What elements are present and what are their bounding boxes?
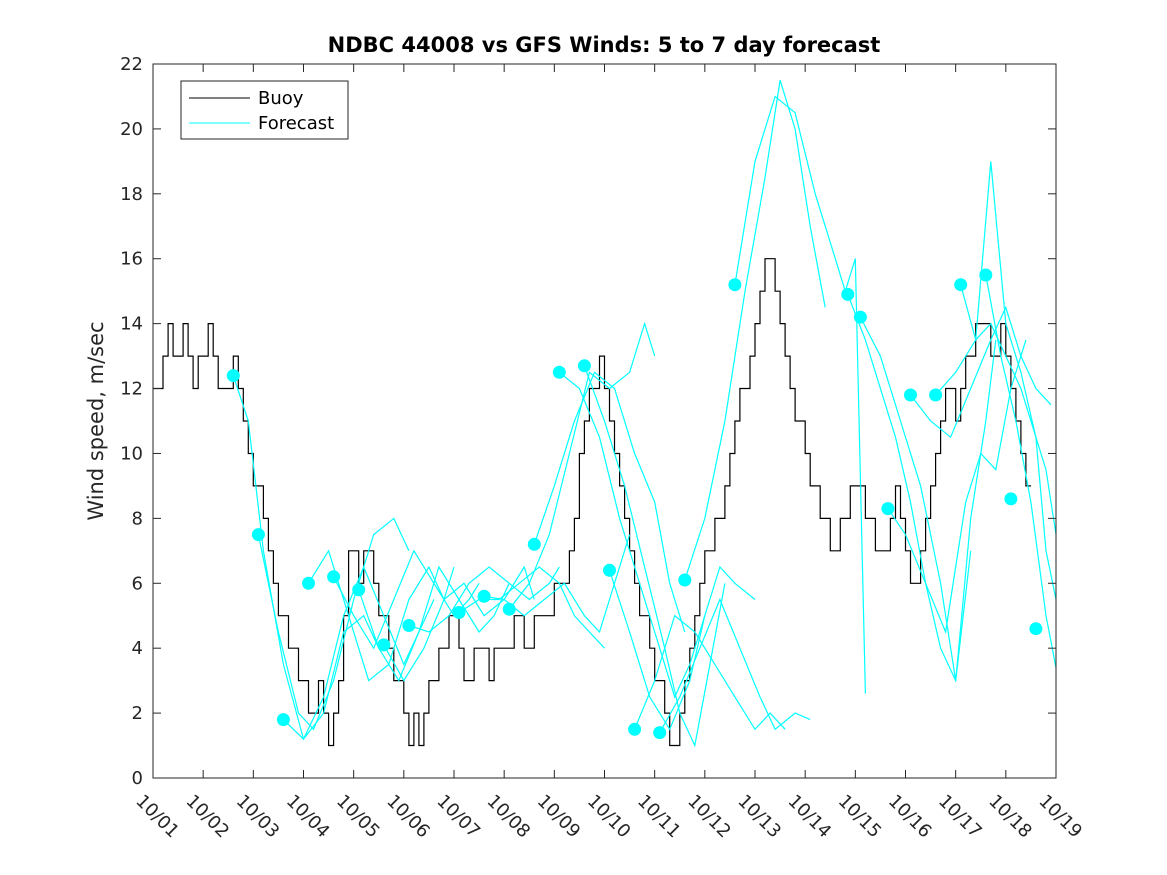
x-tick-label: 10/16 xyxy=(884,791,936,843)
forecast-marker-22 xyxy=(881,502,895,516)
forecast-line-24 xyxy=(935,161,1057,535)
x-tick-label: 10/09 xyxy=(533,791,585,843)
x-tick-label: 10/01 xyxy=(131,791,183,843)
forecast-marker-19 xyxy=(728,278,742,292)
forecast-line-11 xyxy=(508,321,656,610)
forecast-marker-1 xyxy=(226,369,240,383)
forecast-marker-18 xyxy=(678,573,692,587)
forecast-line-15 xyxy=(608,565,756,731)
plot-area xyxy=(152,63,1057,779)
y-tick-label: 10 xyxy=(120,443,143,464)
forecast-marker-8 xyxy=(402,619,416,632)
forecast-marker-7 xyxy=(377,638,391,652)
y-tick-label: 20 xyxy=(120,119,143,140)
chart-title: NDBC 44008 vs GFS Winds: 5 to 7 day fore… xyxy=(328,33,881,57)
y-tick-label: 4 xyxy=(132,638,143,659)
buoy-series xyxy=(153,258,1031,747)
forecast-marker-28 xyxy=(1029,622,1043,636)
x-tick-label: 10/17 xyxy=(934,791,986,843)
forecast-marker-9 xyxy=(452,606,466,619)
x-tick-label: 10/03 xyxy=(232,791,284,843)
forecast-line-13 xyxy=(558,371,706,699)
forecast-marker-3 xyxy=(276,713,290,727)
y-tick-label: 18 xyxy=(120,184,143,205)
y-axis-label: Wind speed, m/sec xyxy=(84,321,108,520)
forecast-marker-20 xyxy=(841,287,855,301)
x-tick-label: 10/13 xyxy=(733,791,785,843)
forecast-line-7 xyxy=(383,565,535,682)
y-tick-label: 2 xyxy=(132,703,143,724)
y-tick-label: 8 xyxy=(132,508,143,529)
x-tick-label: 10/10 xyxy=(583,791,635,843)
forecast-marker-11 xyxy=(502,602,516,616)
forecast-markers xyxy=(226,268,1043,740)
x-tick-label: 10/04 xyxy=(282,791,334,843)
y-axis: 0 2 4 6 8 10 12 14 16 18 20 22 xyxy=(120,54,1056,789)
forecast-line-19 xyxy=(734,95,866,694)
y-tick-label: 22 xyxy=(120,54,143,75)
forecast-marker-13 xyxy=(552,365,566,379)
x-tick-label: 10/05 xyxy=(332,791,384,843)
y-tick-label: 12 xyxy=(120,379,143,400)
x-tick-label: 10/12 xyxy=(683,791,735,843)
legend: Buoy Forecast xyxy=(180,80,349,140)
x-tick-label: 10/18 xyxy=(984,791,1036,843)
forecast-line-12 xyxy=(533,371,686,633)
forecast-line-8 xyxy=(408,566,560,633)
y-tick-label: 16 xyxy=(120,249,143,270)
forecast-marker-16 xyxy=(628,722,642,736)
x-tick-label: 10/19 xyxy=(1034,791,1086,843)
legend-buoy-label: Buoy xyxy=(258,88,304,109)
forecast-marker-4 xyxy=(302,576,315,590)
y-tick-label: 6 xyxy=(132,573,143,594)
x-tick-label: 10/02 xyxy=(182,791,234,843)
x-tick-label: 10/11 xyxy=(633,791,685,843)
forecast-line-26 xyxy=(985,274,1057,668)
forecast-line-18 xyxy=(684,80,826,581)
forecast-line-23 xyxy=(910,305,1052,439)
forecast-marker-21 xyxy=(853,310,867,324)
forecast-series-group xyxy=(232,80,1057,748)
forecast-line-16 xyxy=(634,614,786,731)
x-tick-label: 10/07 xyxy=(432,791,484,843)
x-tick-label: 10/15 xyxy=(834,791,886,843)
legend-forecast-label: Forecast xyxy=(258,113,334,134)
forecast-marker-23 xyxy=(904,388,917,402)
forecast-marker-10 xyxy=(477,589,491,603)
forecast-line-20 xyxy=(847,294,972,683)
forecast-marker-26 xyxy=(979,268,993,282)
x-tick-label: 10/06 xyxy=(382,791,434,843)
buoy-line xyxy=(153,258,1031,747)
x-tick-label: 10/08 xyxy=(483,791,535,843)
forecast-line-5 xyxy=(333,549,480,650)
forecast-marker-24 xyxy=(929,388,943,402)
forecast-line-6 xyxy=(358,565,510,682)
forecast-marker-2 xyxy=(251,528,265,542)
forecast-marker-15 xyxy=(603,563,616,577)
forecast-marker-6 xyxy=(352,583,366,597)
forecast-marker-12 xyxy=(527,537,541,551)
legend-box xyxy=(180,80,349,140)
forecast-marker-5 xyxy=(327,570,341,584)
forecast-line-25 xyxy=(960,284,1057,600)
forecast-marker-27 xyxy=(1004,492,1018,506)
x-tick-label: 10/14 xyxy=(784,791,836,843)
forecast-marker-17 xyxy=(653,726,667,740)
forecast-marker-14 xyxy=(577,359,591,373)
forecast-marker-25 xyxy=(954,278,968,292)
forecast-line-2 xyxy=(257,517,410,731)
y-tick-label: 14 xyxy=(120,314,143,335)
forecast-line-22 xyxy=(887,339,1027,635)
y-tick-label: 0 xyxy=(132,768,143,789)
forecast-line-17 xyxy=(659,597,811,733)
